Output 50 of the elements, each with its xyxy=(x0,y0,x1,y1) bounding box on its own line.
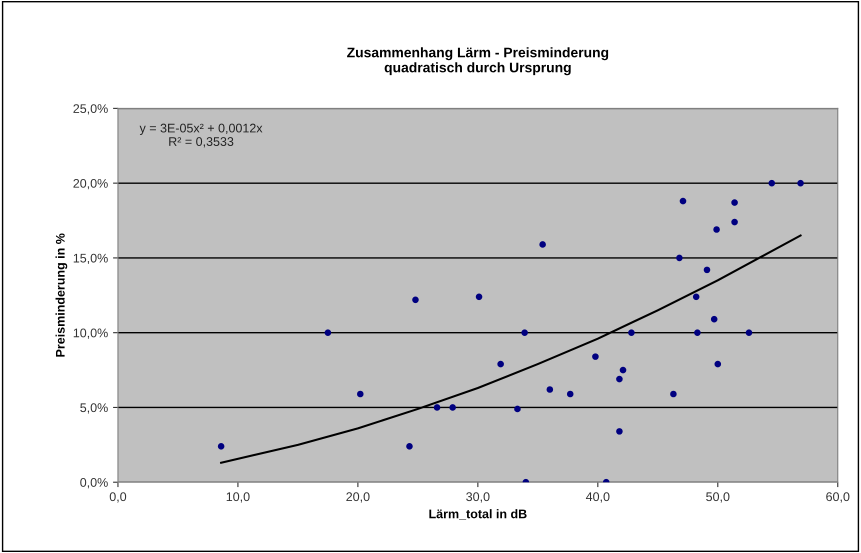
x-tick-label: 20,0 xyxy=(346,492,370,503)
point xyxy=(434,404,440,411)
x-tick-label: 50,0 xyxy=(706,492,730,503)
point xyxy=(356,390,364,398)
point xyxy=(514,406,521,412)
point xyxy=(521,329,528,336)
point xyxy=(566,390,574,398)
x-tick-label: 10,0 xyxy=(226,492,250,503)
point xyxy=(768,180,776,186)
x-tick-label: 30,0 xyxy=(466,492,490,503)
point xyxy=(406,443,413,450)
point xyxy=(449,404,456,411)
x-axis-title: Lärm_total in dB xyxy=(429,509,527,520)
point xyxy=(694,329,701,336)
point xyxy=(616,428,623,435)
point xyxy=(620,366,626,374)
point xyxy=(676,254,683,262)
point xyxy=(746,329,752,336)
point xyxy=(731,199,738,206)
y-axis-title: Preisminderung in % xyxy=(56,233,68,357)
point xyxy=(710,316,718,323)
point xyxy=(616,376,623,382)
point xyxy=(476,294,482,300)
y-tick-label: 25,0% xyxy=(73,104,108,115)
chart-title: Zusammenhang Lärm - Preisminderung quadratisch durch Ursprung xyxy=(347,47,608,76)
point xyxy=(670,390,677,398)
y-tick-label: 15,0% xyxy=(74,254,108,264)
y-tick-label: 5,0% xyxy=(80,403,108,414)
y-tick-label: 20,0% xyxy=(73,178,108,190)
point xyxy=(692,294,700,300)
point xyxy=(713,226,720,233)
y-tick-label: 10,0% xyxy=(74,328,108,339)
point xyxy=(731,218,738,226)
annotation: y = 3E-05x² + 0,0012x R² = 0,3533 xyxy=(140,124,262,148)
point xyxy=(592,353,599,360)
point xyxy=(497,360,504,368)
point xyxy=(704,266,710,274)
point xyxy=(218,443,224,450)
x-tick-label: 40,0 xyxy=(586,492,610,503)
point xyxy=(539,241,546,248)
point xyxy=(628,329,635,336)
x-tick-label: 60,0 xyxy=(826,492,850,503)
point xyxy=(324,329,332,336)
point xyxy=(797,180,804,186)
x-tick-label: 0,0 xyxy=(110,492,126,503)
y-tick-label: 0,0% xyxy=(80,478,108,488)
point xyxy=(714,360,722,368)
point xyxy=(546,386,554,393)
point xyxy=(412,296,419,304)
point xyxy=(680,198,686,204)
